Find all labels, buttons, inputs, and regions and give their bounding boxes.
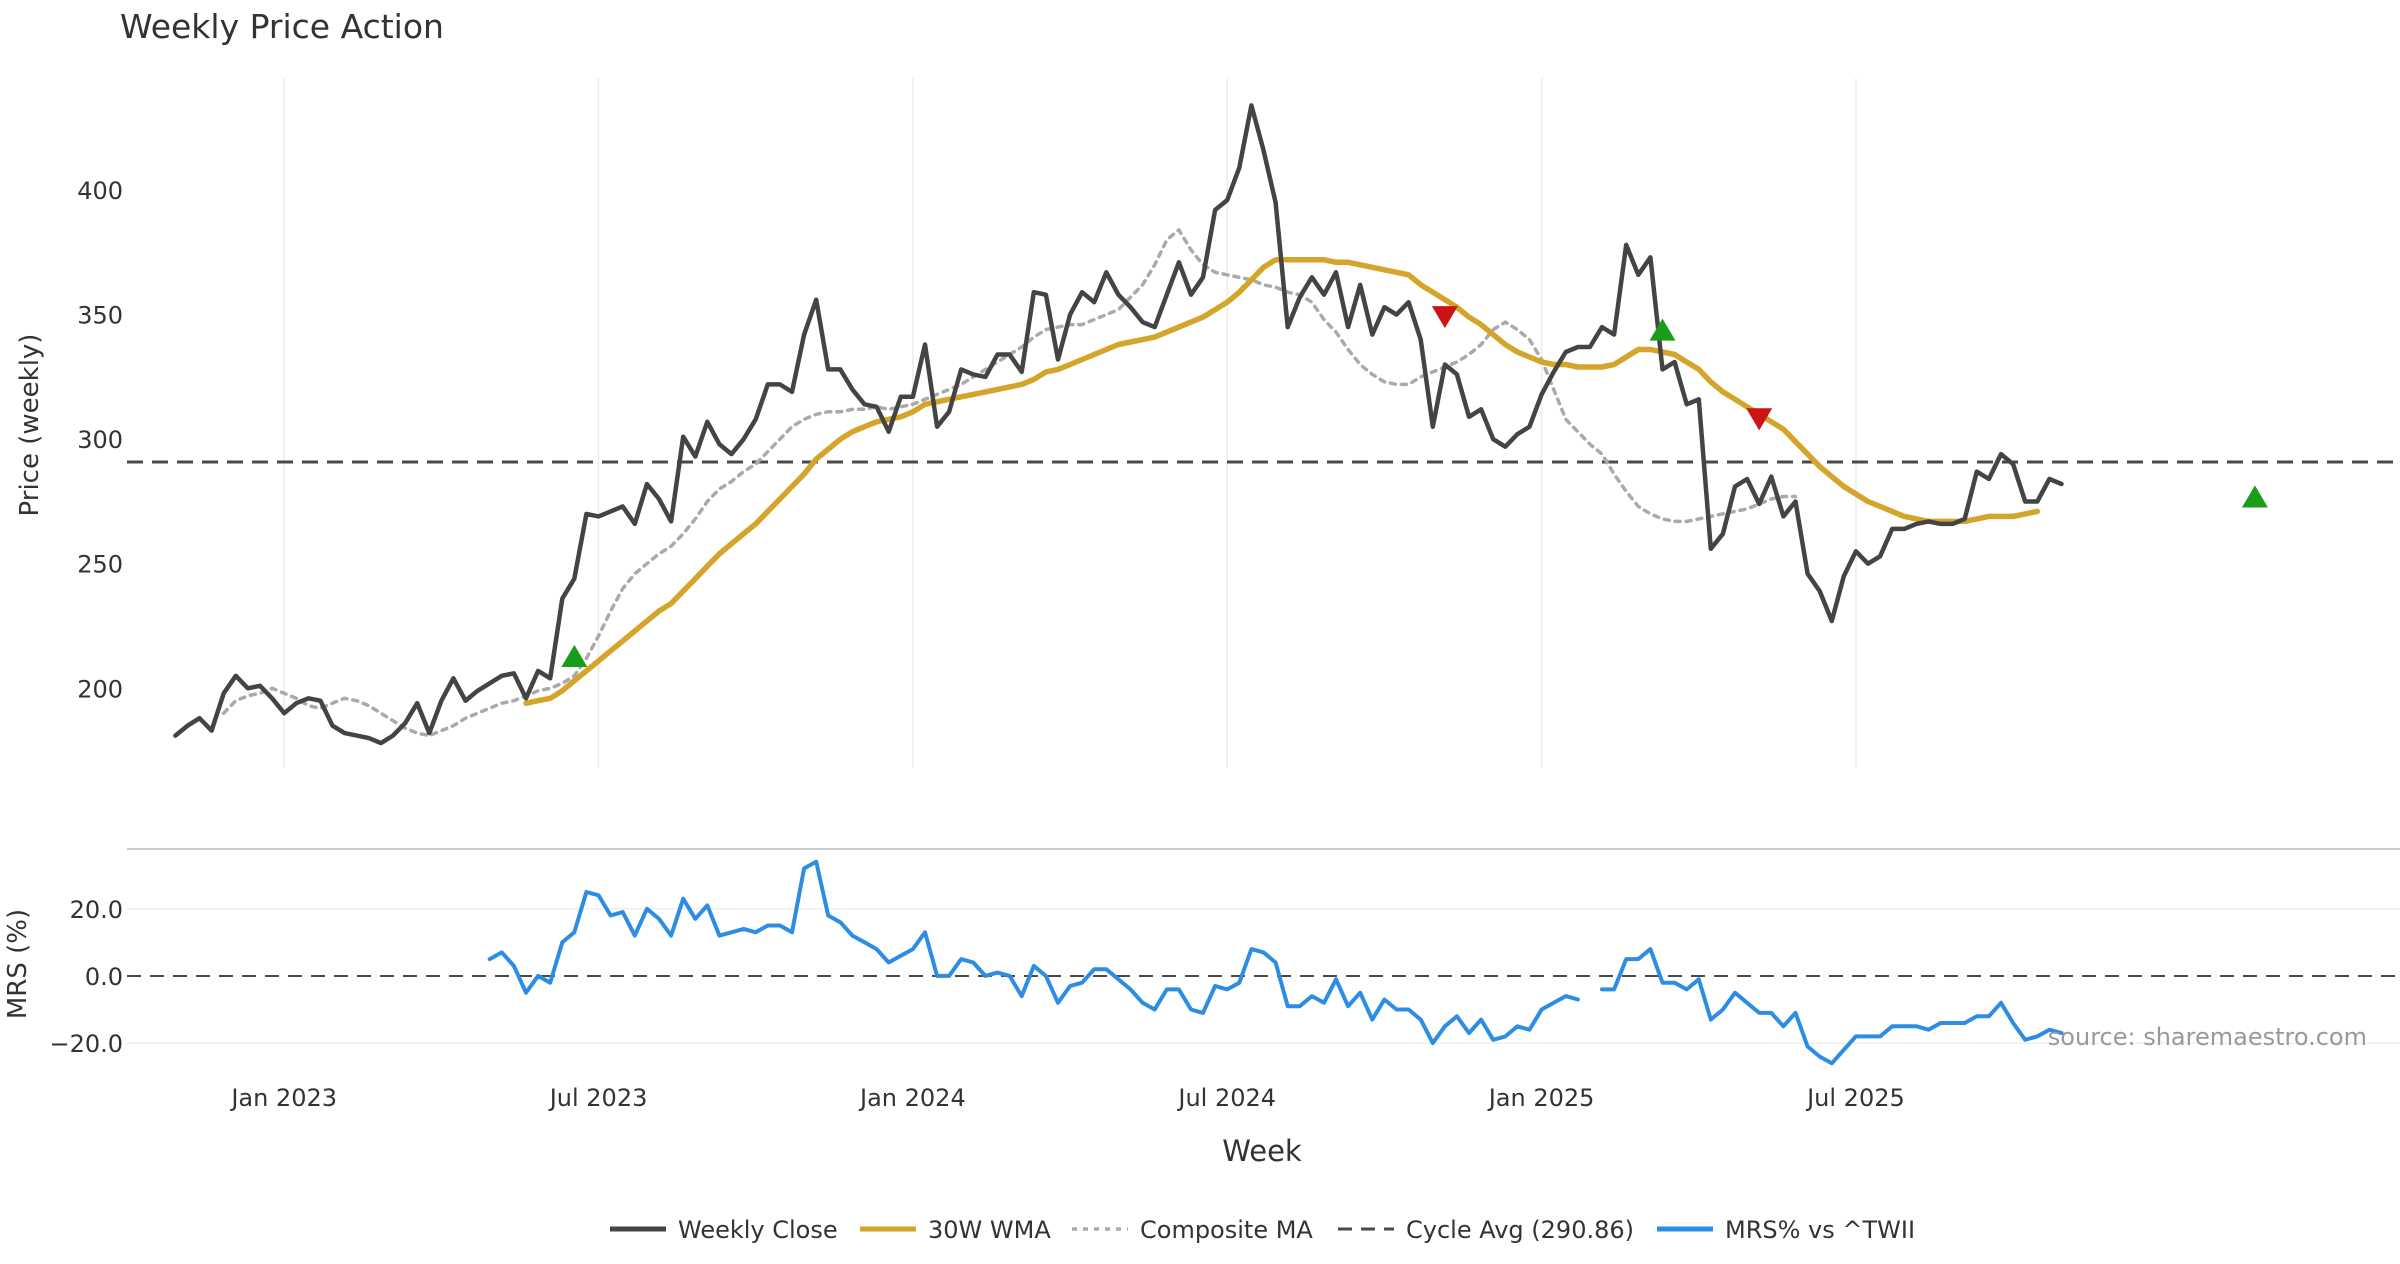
buy-signal-marker (2241, 485, 2268, 508)
mrs-y-axis-label: MRS (%) (3, 909, 33, 1019)
x-tick-label: Jul 2025 (1805, 1084, 1905, 1112)
mrs-y-ticks: 20.0 0.0 −20.0 (49, 896, 123, 1058)
mrs-y-tick-label: −20.0 (49, 1030, 123, 1058)
mrs-grid (127, 908, 2400, 1044)
x-tick-label: Jan 2024 (858, 1084, 966, 1112)
price-y-tick-label: 250 (77, 551, 123, 579)
x-axis-label: Week (1222, 1134, 1302, 1168)
composite-ma-line (221, 228, 1798, 738)
buy-signal-marker (561, 644, 588, 667)
price-y-axis-label: Price (weekly) (15, 334, 45, 517)
price-y-tick-label: 350 (77, 302, 123, 330)
x-tick-label: Jan 2025 (1487, 1084, 1595, 1112)
series-layer (127, 103, 2400, 1066)
legend-composite-ma: Composite MA (1072, 1216, 1313, 1244)
mrs-line (1600, 947, 2064, 1066)
legend: Weekly Close 30W WMA Composite MA Cycle Avg… (610, 1216, 1915, 1244)
price-y-ticks: 200 250 300 350 400 (77, 177, 123, 703)
legend-weekly-close: Weekly Close (610, 1216, 838, 1244)
sell-signal-marker (1431, 306, 1458, 329)
wma30-line (523, 257, 2041, 706)
weekly-close-line (173, 103, 2064, 746)
legend-weekly-close-label: Weekly Close (678, 1216, 838, 1244)
source-note: source: sharemaestro.com (2048, 1023, 2367, 1051)
mrs-line (487, 859, 1580, 1046)
mrs-y-tick-label: 0.0 (85, 963, 123, 991)
legend-composite-ma-label: Composite MA (1140, 1216, 1313, 1244)
x-ticks: Jan 2023 Jul 2023 Jan 2024 Jul 2024 Jan 2025… (229, 1084, 1904, 1112)
x-tick-label: Jan 2023 (229, 1084, 337, 1112)
price-grid (283, 78, 1857, 768)
sell-signal-marker (1746, 408, 1773, 431)
legend-wma30-label: 30W WMA (928, 1216, 1051, 1244)
buy-signal-marker (1649, 318, 1676, 341)
legend-mrs: MRS% vs ^TWII (1657, 1216, 1915, 1244)
legend-wma30: 30W WMA (860, 1216, 1051, 1244)
x-tick-label: Jul 2023 (548, 1084, 648, 1112)
legend-mrs-label: MRS% vs ^TWII (1725, 1216, 1915, 1244)
legend-cycle-avg: Cycle Avg (290.86) (1338, 1216, 1634, 1244)
price-y-tick-label: 200 (77, 675, 123, 703)
chart-title: Weekly Price Action (120, 7, 444, 46)
price-y-tick-label: 400 (77, 177, 123, 205)
legend-cycle-avg-label: Cycle Avg (290.86) (1406, 1216, 1634, 1244)
signal-layer (561, 306, 2268, 667)
mrs-y-tick-label: 20.0 (70, 896, 123, 924)
price-y-tick-label: 300 (77, 426, 123, 454)
x-tick-label: Jul 2024 (1176, 1084, 1276, 1112)
